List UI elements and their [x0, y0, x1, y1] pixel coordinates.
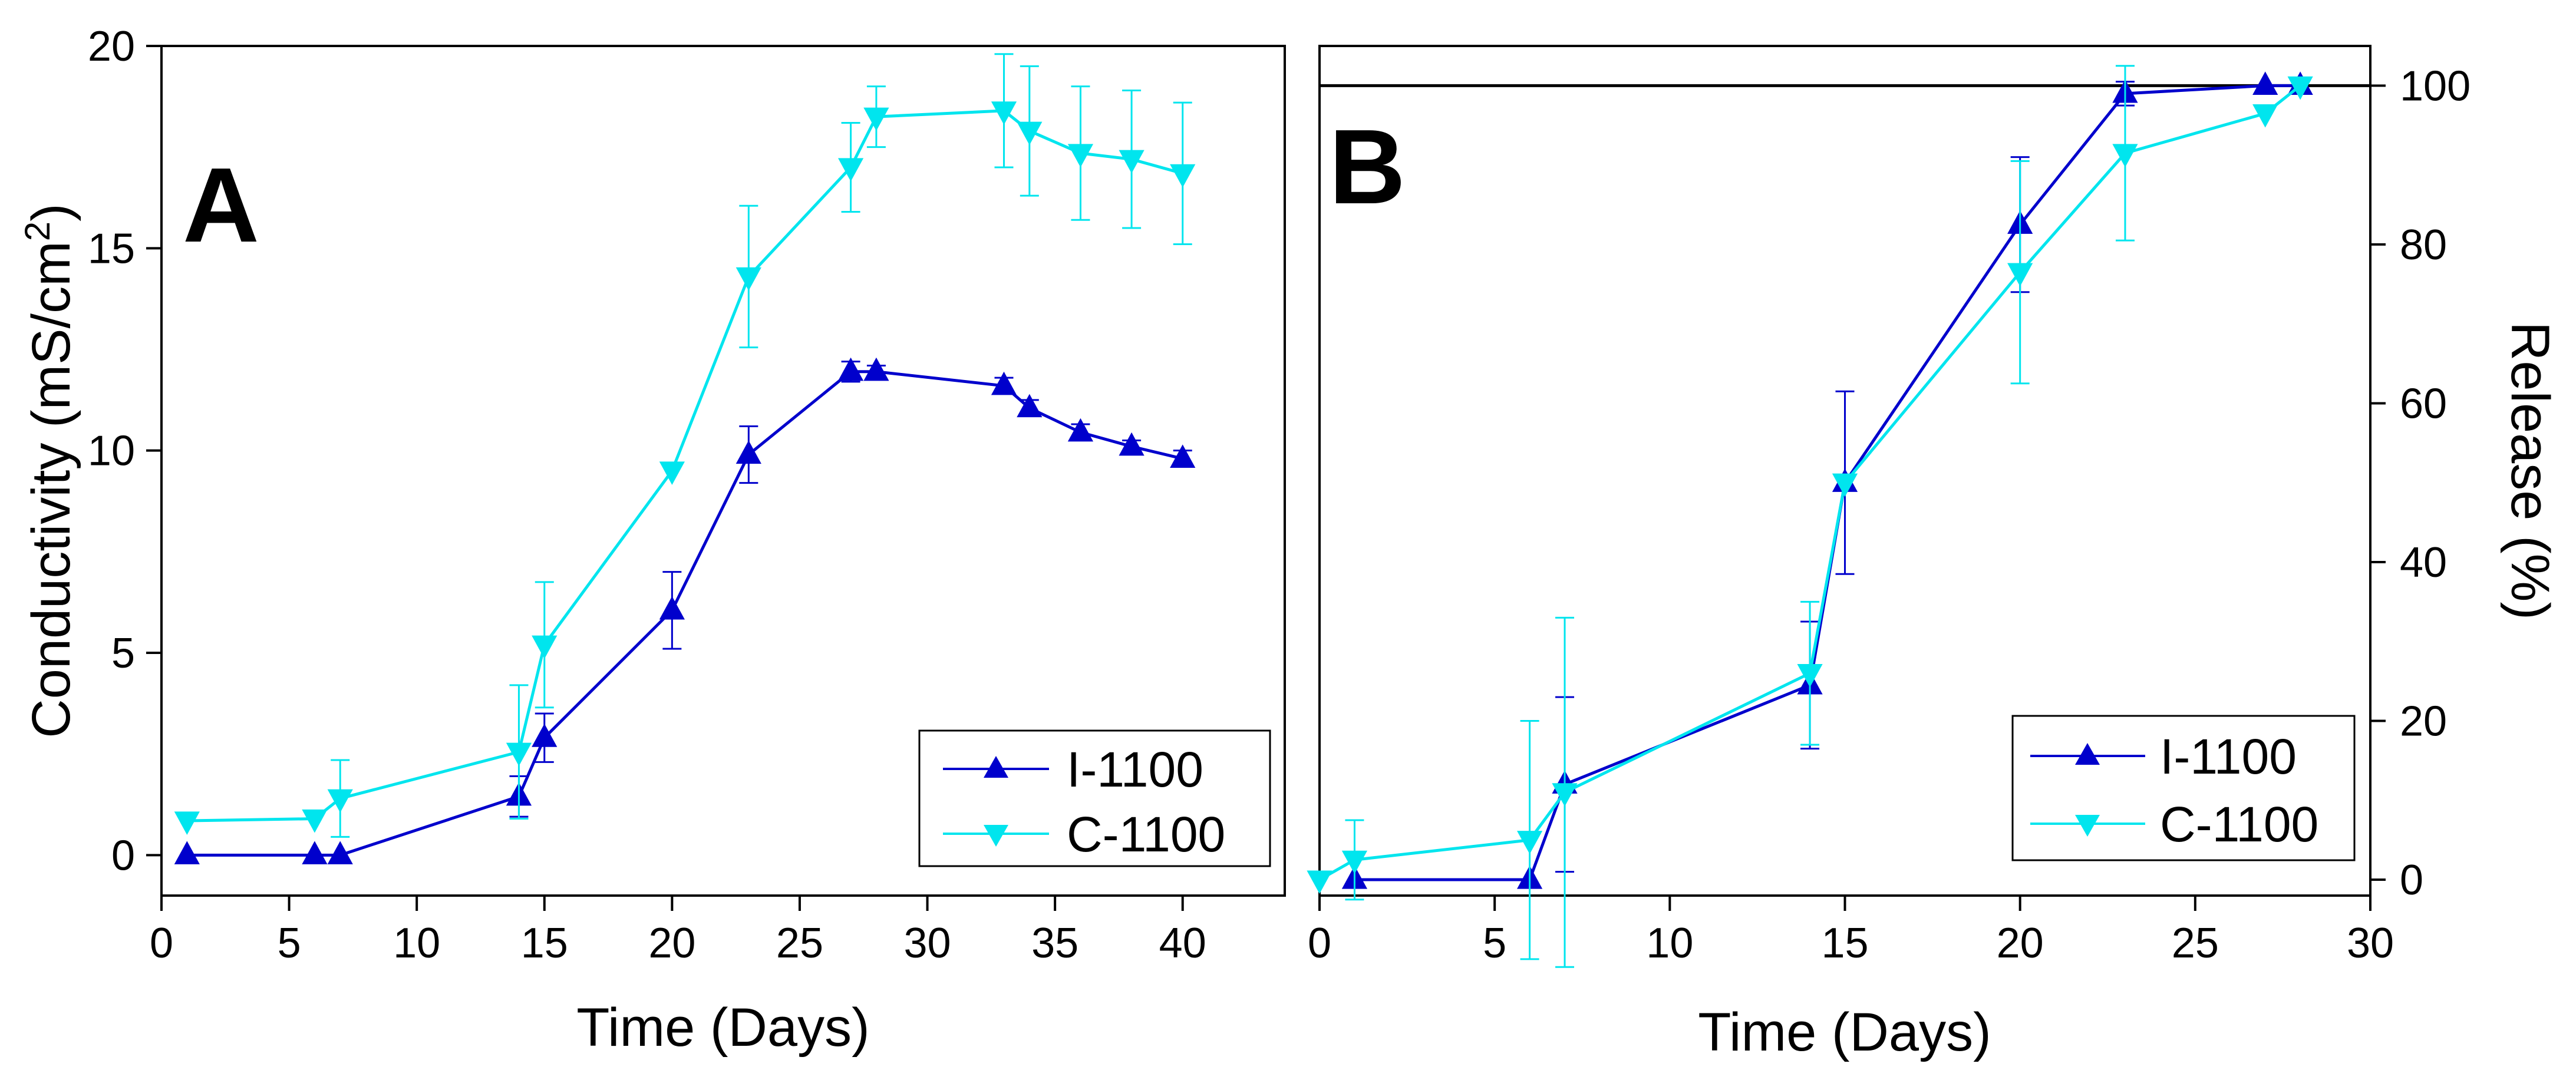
panel-b-data-point-c1100	[2252, 104, 2278, 128]
panel-a-legend-label-i1100: I-1100	[1067, 742, 1203, 797]
panel-b-x-tick-label: 5	[1483, 920, 1506, 967]
panel-a-data-point-i1100	[991, 371, 1017, 395]
panel-b-series-line-c1100	[1318, 84, 2301, 881]
panel-b-legend: I-1100 C-1100	[2011, 715, 2356, 861]
panel-b-x-tick-label: 30	[2347, 920, 2394, 967]
panel-b-x-tick-label: 25	[2172, 920, 2219, 967]
panel-a-data-point-i1100	[659, 596, 685, 620]
panel-b-legend-marker-c1100	[2075, 815, 2100, 837]
panel-a-y-tick-label: 5	[111, 630, 135, 677]
panel-b-x-tick-label: 15	[1821, 920, 1868, 967]
panel-b-data-point-c1100	[1552, 783, 1578, 807]
panel-b-y-tick-label: 20	[2400, 698, 2447, 745]
panel-a-data-point-c1100	[1119, 150, 1144, 174]
panel-b-y-axis-label: Release (%)	[2500, 322, 2560, 620]
panel-b-legend-label-i1100: I-1100	[2160, 729, 2297, 784]
panel-a-y-axis-label-superscript: 2	[18, 222, 57, 241]
panel-b-y-tick-label: 0	[2400, 857, 2423, 904]
panel-a-data-point-i1100	[837, 357, 864, 381]
panel-a-x-tick-label: 20	[648, 920, 695, 967]
panel-b-data-point-c1100	[1341, 850, 1368, 874]
panel-a-data-point-c1100	[532, 635, 558, 659]
panel-a-chart: 0 5 10 15 20 25 30 35 40 0 5 10 15 20 A Time (Days) C…	[18, 23, 1286, 1058]
panel-a-x-tick-label: 40	[1159, 920, 1206, 967]
panel-a-x-tick-label: 35	[1031, 920, 1078, 967]
panel-a-data-point-i1100	[174, 841, 200, 864]
panel-b-y-tick-label: 100	[2400, 62, 2471, 110]
panel-b-data-point-c1100	[1307, 870, 1332, 894]
panel-b-data-point-c1100	[1517, 831, 1543, 854]
panel-a-letter: A	[183, 146, 259, 265]
panel-b-x-axis-label: Time (Days)	[1698, 1002, 1991, 1062]
panel-a-y-tick-label: 15	[88, 225, 135, 272]
panel-a-legend-marker-c1100	[984, 825, 1008, 847]
panel-b-y-tick-label: 80	[2400, 222, 2447, 269]
panel-a-series-line-i1100	[187, 370, 1183, 857]
panel-a-legend-box	[918, 729, 1271, 867]
panel-a-data-point-c1100	[1067, 144, 1094, 167]
panel-b-x-tick-label: 20	[1997, 920, 2044, 967]
panel-a-data-point-i1100	[532, 724, 558, 747]
panel-a-y-axis-label: Conductivity (mS/cm2)	[18, 203, 81, 738]
panel-a-data-point-i1100	[735, 440, 761, 464]
panel-b-x-tick-label: 10	[1646, 920, 1693, 967]
panel-a-y-tick-label: 10	[88, 428, 135, 475]
panel-a-x-tick-label: 5	[278, 920, 301, 967]
panel-b-data-point-c1100	[1797, 664, 1823, 688]
panel-a-data-point-c1100	[735, 267, 761, 291]
panel-a-data-point-i1100	[327, 841, 353, 864]
panel-b-data-point-c1100	[2287, 76, 2313, 100]
panel-a-data-point-i1100	[1170, 444, 1196, 468]
panel-a-data-point-c1100	[506, 742, 532, 767]
panel-b-data-point-c1100	[2007, 263, 2033, 287]
panel-a-x-tick-label: 10	[393, 920, 440, 967]
panel-a-data-point-i1100	[302, 841, 328, 864]
panel-b-legend-box	[2011, 715, 2356, 861]
panel-a-y-axis-label-end: )	[21, 203, 81, 222]
panel-b-legend-marker-i1100	[2075, 743, 2100, 765]
panel-a-legend-label-c1100: C-1100	[1067, 807, 1225, 862]
panel-b-data-point-i1100	[2252, 71, 2278, 95]
panel-a-data-point-c1100	[302, 809, 328, 833]
panel-a-y-tick-label: 0	[111, 832, 135, 879]
panel-a-x-tick-label: 0	[150, 920, 173, 967]
panel-a-series-line-c1100	[187, 109, 1183, 823]
panel-a-data-point-c1100	[837, 158, 864, 181]
panel-a-data-point-c1100	[659, 461, 685, 485]
panel-a-data-point-i1100	[1067, 418, 1094, 442]
panel-a-data-point-c1100	[863, 107, 889, 131]
panel-a-data-point-i1100	[863, 357, 889, 381]
panel-b-y-tick-label: 60	[2400, 380, 2447, 427]
panel-a-y-tick-label: 20	[88, 23, 135, 70]
panel-b-letter: B	[1329, 108, 1406, 226]
panel-a-data-point-c1100	[1017, 121, 1043, 146]
panel-a-legend: I-1100 C-1100	[918, 729, 1271, 867]
panel-b-y-tick-label: 40	[2400, 539, 2447, 586]
panel-a-data-point-c1100	[327, 789, 353, 813]
panel-a-legend-marker-i1100	[984, 756, 1008, 778]
panel-b-legend-label-c1100: C-1100	[2160, 797, 2318, 852]
panel-a-y-axis-label-main: Conductivity (mS/cm	[21, 241, 81, 738]
panel-a-data-point-i1100	[1119, 432, 1144, 456]
panel-a-x-tick-label: 25	[776, 920, 823, 967]
panel-a-data-point-c1100	[991, 101, 1017, 125]
panel-a-data-point-c1100	[1170, 164, 1196, 188]
panel-b-x-tick-label: 0	[1308, 920, 1331, 967]
panel-a-data-point-c1100	[174, 811, 200, 835]
panel-b-data-point-c1100	[2112, 144, 2138, 167]
panel-a-data-point-i1100	[1017, 394, 1043, 418]
panel-a-x-tick-label: 30	[903, 920, 951, 967]
panel-a-x-axis-label: Time (Days)	[576, 998, 869, 1058]
panel-a-x-tick-label: 15	[521, 920, 568, 967]
panel-a-plot-frame	[160, 45, 1286, 897]
panel-b-data-point-c1100	[1832, 473, 1858, 497]
